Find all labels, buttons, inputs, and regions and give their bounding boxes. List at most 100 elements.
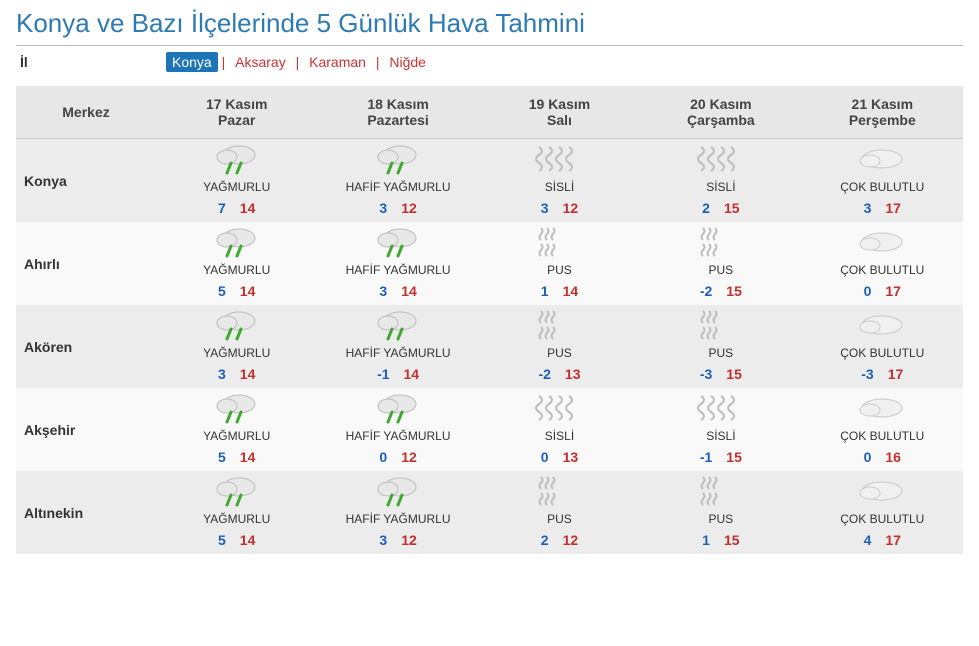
temperature-cell: 3 14 [156, 362, 317, 388]
col-header-location: Merkez [16, 86, 156, 139]
condition-label: PUS [479, 511, 640, 528]
col-header-day: 17 KasımPazar [156, 86, 317, 139]
weather-icon-cell [802, 222, 963, 262]
temperature-cell: 312 [317, 196, 478, 222]
temperature-cell: 017 [802, 279, 963, 305]
weather-icon-cell [156, 139, 317, 180]
temperature-cell: -115 [640, 445, 801, 471]
condition-label: YAĞMURLU [156, 262, 317, 279]
weather-icon-cell [802, 139, 963, 180]
temp-high: 14 [240, 532, 256, 548]
condition-label: ÇOK BULUTLU [802, 428, 963, 445]
condition-label: SİSLİ [479, 428, 640, 445]
condition-label: PUS [479, 262, 640, 279]
mist-icon [480, 223, 639, 261]
temp-low: -3 [861, 366, 873, 382]
rain-icon [157, 472, 316, 510]
tab-separator: | [292, 54, 303, 70]
condition-label: HAFİF YAĞMURLU [317, 262, 478, 279]
cloud-icon [803, 140, 962, 178]
location-cell: Altınekin [16, 471, 156, 554]
weather-icon-cell [640, 139, 801, 180]
temp-low: 0 [379, 449, 387, 465]
cloud-icon [803, 223, 962, 261]
location-cell: Konya [16, 139, 156, 223]
temp-low: 0 [864, 449, 872, 465]
temperature-cell: 115 [640, 528, 801, 554]
location-cell: Ahırlı [16, 222, 156, 305]
condition-label: HAFİF YAĞMURLU [317, 428, 478, 445]
temp-low: 4 [864, 532, 872, 548]
temp-low: 7 [218, 200, 226, 216]
condition-label: HAFİF YAĞMURLU [317, 345, 478, 362]
temp-low: 5 [218, 449, 226, 465]
col-header-day: 19 KasımSalı [479, 86, 640, 139]
weather-icon-cell [802, 471, 963, 511]
temp-high: 17 [885, 532, 901, 548]
temp-high: 13 [565, 366, 581, 382]
temp-high: 15 [726, 366, 742, 382]
tab-aksaray[interactable]: Aksaray [229, 52, 292, 72]
temp-high: 13 [563, 449, 579, 465]
weather-icon-cell [479, 222, 640, 262]
temp-high: 12 [401, 532, 417, 548]
lrain-icon [318, 306, 477, 344]
fog-icon [641, 389, 800, 427]
condition-label: SİSLİ [640, 179, 801, 196]
fog-icon [480, 140, 639, 178]
temp-high: 12 [563, 200, 579, 216]
tab-konya[interactable]: Konya [166, 52, 218, 72]
cloud-icon [803, 472, 962, 510]
weather-icon-cell [317, 388, 478, 428]
mist-icon [480, 306, 639, 344]
condition-label: ÇOK BULUTLU [802, 345, 963, 362]
mist-icon [641, 472, 800, 510]
temperature-cell: 0 13 [479, 445, 640, 471]
page-title: Konya ve Bazı İlçelerinde 5 Günlük Hava … [16, 8, 963, 46]
condition-label: SİSLİ [479, 179, 640, 196]
tab-niğde[interactable]: Niğde [383, 52, 432, 72]
temp-high: 14 [240, 366, 256, 382]
temperature-cell: 012 [317, 445, 478, 471]
temp-high: 14 [404, 366, 420, 382]
weather-icon-cell [156, 471, 317, 511]
temp-high: 12 [401, 200, 417, 216]
tab-karaman[interactable]: Karaman [303, 52, 372, 72]
weather-icon-cell [479, 471, 640, 511]
lrain-icon [318, 389, 477, 427]
temp-high: 16 [885, 449, 901, 465]
temperature-cell: 314 [317, 279, 478, 305]
temp-high: 15 [726, 283, 742, 299]
condition-label: YAĞMURLU [156, 428, 317, 445]
temp-high: 17 [885, 283, 901, 299]
weather-icon-cell [156, 388, 317, 428]
condition-label: ÇOK BULUTLU [802, 511, 963, 528]
col-header-day: 21 KasımPerşembe [802, 86, 963, 139]
rain-icon [157, 389, 316, 427]
weather-icon-cell [802, 388, 963, 428]
temp-low: -1 [377, 366, 389, 382]
cloud-icon [803, 389, 962, 427]
lrain-icon [318, 223, 477, 261]
temp-low: 3 [218, 366, 226, 382]
weather-icon-cell [317, 471, 478, 511]
temp-low: -2 [538, 366, 550, 382]
temp-low: 2 [702, 200, 710, 216]
condition-label: PUS [479, 345, 640, 362]
temp-low: 0 [541, 449, 549, 465]
temp-high: 15 [724, 532, 740, 548]
temp-low: -2 [700, 283, 712, 299]
condition-label: PUS [640, 511, 801, 528]
condition-label: YAĞMURLU [156, 345, 317, 362]
temperature-cell: 714 [156, 196, 317, 222]
lrain-icon [318, 472, 477, 510]
condition-label: ÇOK BULUTLU [802, 179, 963, 196]
temp-low: -1 [700, 449, 712, 465]
temperature-cell: 514 [156, 528, 317, 554]
condition-label: YAĞMURLU [156, 511, 317, 528]
tabs-label: İl [16, 54, 156, 70]
temp-high: 14 [401, 283, 417, 299]
temperature-cell: -315 [640, 362, 801, 388]
temperature-cell: 212 [479, 528, 640, 554]
temp-high: 17 [888, 366, 904, 382]
